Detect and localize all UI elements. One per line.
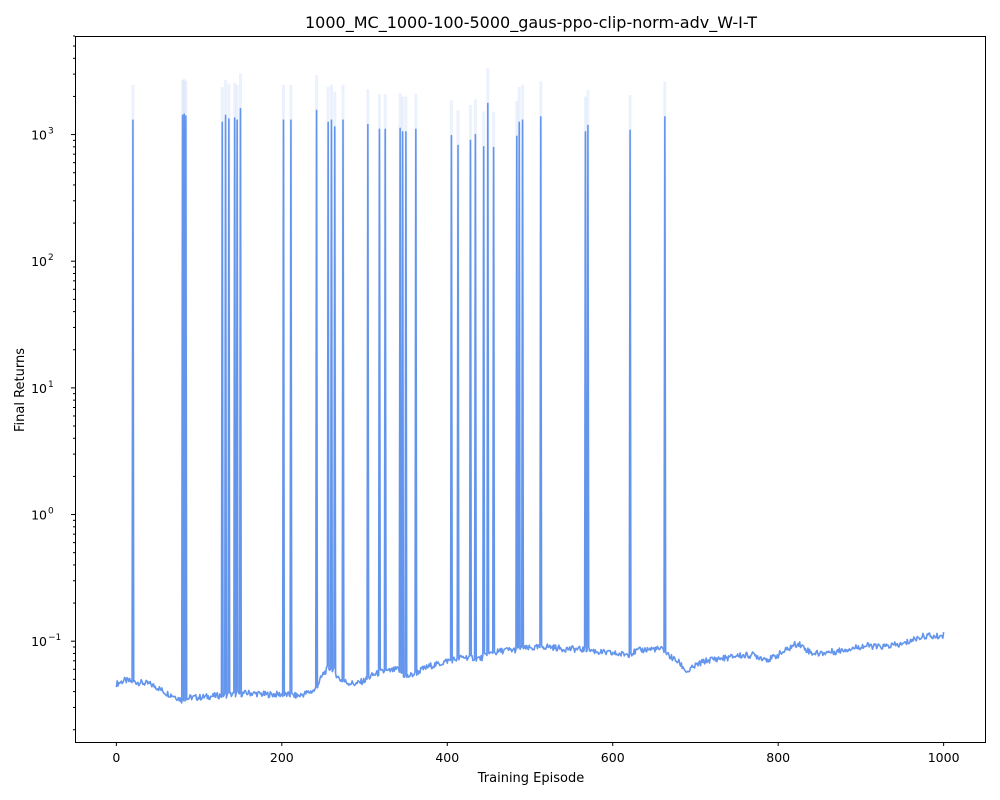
- y-tick-label-exponent: 3: [48, 127, 54, 137]
- y-tick-label: 10: [31, 634, 47, 649]
- y-tick-label-exponent: −1: [48, 633, 61, 643]
- x-tick-label: 1000: [928, 750, 960, 765]
- series-line: [115, 102, 945, 704]
- chart-title: 1000_MC_1000-100-5000_gaus-ppo-clip-norm…: [305, 13, 757, 33]
- y-tick-label: 10: [31, 381, 47, 396]
- y-axis-label: Final Returns: [13, 348, 28, 432]
- plot-frame: [75, 36, 986, 743]
- x-tick-label: 800: [766, 750, 790, 765]
- x-axis-ticks: 0 200 400 600 800 1000: [112, 742, 960, 765]
- x-tick-label: 400: [435, 750, 459, 765]
- x-axis-label: Training Episode: [477, 771, 584, 786]
- y-tick-label-exponent: 2: [48, 253, 54, 263]
- y-tick-label-exponent: 0: [48, 507, 54, 517]
- x-tick-label: 0: [112, 750, 120, 765]
- x-tick-label: 600: [601, 750, 625, 765]
- y-tick-label: 10: [31, 508, 47, 523]
- y-tick-label-exponent: 1: [48, 380, 54, 390]
- y-tick-label: 10: [31, 128, 47, 143]
- y-tick-label: 10: [31, 254, 47, 269]
- plot-area: [115, 68, 945, 704]
- x-tick-label: 200: [270, 750, 294, 765]
